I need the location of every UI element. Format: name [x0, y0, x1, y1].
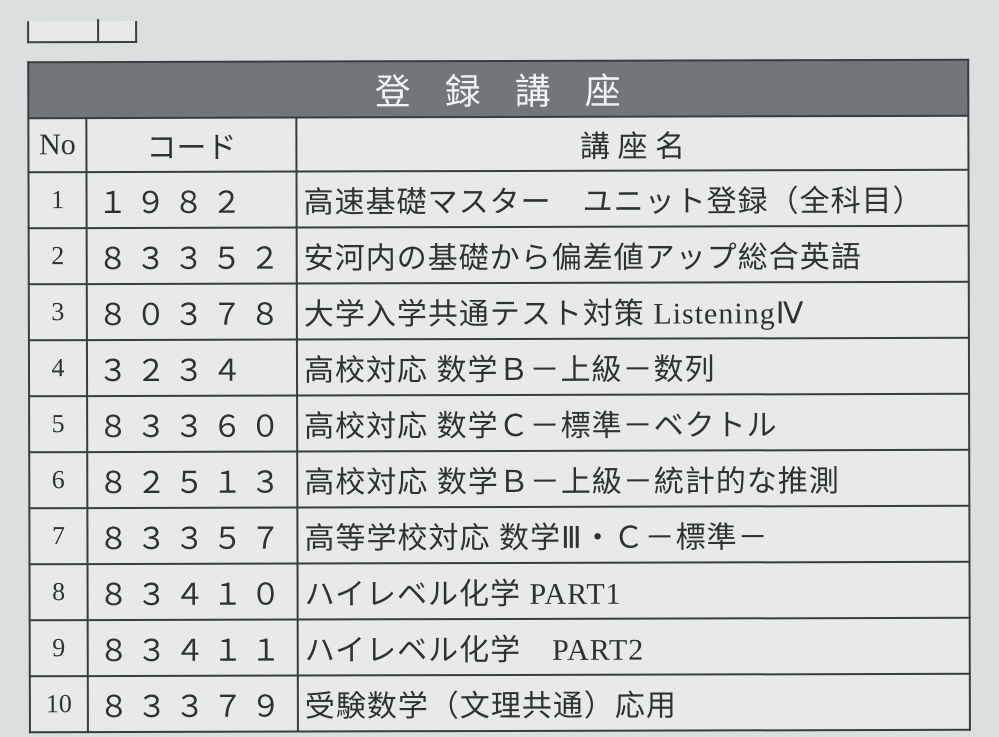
cell-code: １９８２	[86, 172, 296, 229]
cell-no: 4	[29, 340, 87, 396]
cell-code: ８３３７９	[88, 676, 298, 733]
col-header-name: 講 座 名	[296, 116, 968, 172]
cell-code: ８３３５２	[87, 228, 297, 285]
cell-code: ８３３６０	[87, 396, 297, 453]
table-row: 3 ８０３７８ 大学入学共通テスト対策 ListeningⅣ	[29, 282, 969, 340]
cell-name: 高校対応 数学Ｂ－上級－統計的な推測	[297, 450, 969, 508]
cell-name: 高校対応 数学Ｃ－標準－ベクトル	[297, 394, 969, 452]
registered-courses-table: 登録講座 No コード 講 座 名 1 １９８２ 高速基礎マスター ユニット登録…	[27, 59, 971, 733]
cell-no: 1	[28, 172, 86, 228]
cell-no: 3	[29, 284, 87, 340]
cell-no: 6	[29, 452, 87, 508]
table-row: 2 ８３３５２ 安河内の基礎から偏差値アップ総合英語	[29, 226, 969, 284]
cell-no: 8	[30, 564, 88, 620]
cell-code: ８２５１３	[87, 452, 297, 509]
cell-code: ８０３７８	[87, 284, 297, 341]
table-row: 10 ８３３７９ 受験数学（文理共通）応用	[30, 674, 970, 732]
table-row: 8 ８３４１０ ハイレベル化学 PART1	[30, 562, 970, 620]
table-row: 4 ３２３４ 高校対応 数学Ｂ－上級－数列	[29, 338, 969, 396]
prior-table-fragment	[27, 21, 137, 43]
cell-name: 安河内の基礎から偏差値アップ総合英語	[297, 226, 969, 284]
cell-no: 9	[30, 620, 88, 676]
table-title: 登録講座	[28, 60, 968, 118]
table-row: 9 ８３４１１ ハイレベル化学 PART2	[30, 618, 970, 676]
cell-no: 5	[29, 396, 87, 452]
cell-name: 高校対応 数学Ｂ－上級－数列	[297, 338, 969, 396]
table-row: 6 ８２５１３ 高校対応 数学Ｂ－上級－統計的な推測	[29, 450, 969, 508]
cell-code: ８３４１０	[88, 564, 298, 621]
col-header-no: No	[28, 118, 86, 172]
cell-no: 10	[30, 676, 88, 732]
table-row: 1 １９８２ 高速基礎マスター ユニット登録（全科目）	[28, 170, 968, 228]
cell-no: 7	[29, 508, 87, 564]
cell-code: ８３３５７	[87, 508, 297, 565]
cell-name: ハイレベル化学 PART1	[298, 562, 970, 620]
cell-name: 大学入学共通テスト対策 ListeningⅣ	[297, 282, 969, 340]
cell-name: 受験数学（文理共通）応用	[298, 674, 970, 732]
cell-name: ハイレベル化学 PART2	[298, 618, 970, 676]
table-row: 7 ８３３５７ 高等学校対応 数学Ⅲ・Ｃ－標準－	[29, 506, 969, 564]
cell-no: 2	[29, 228, 87, 284]
cell-code: ３２３４	[87, 340, 297, 397]
cell-name: 高速基礎マスター ユニット登録（全科目）	[296, 170, 968, 228]
cell-code: ８３４１１	[88, 620, 298, 677]
cell-name: 高等学校対応 数学Ⅲ・Ｃ－標準－	[297, 506, 969, 564]
table-row: 5 ８３３６０ 高校対応 数学Ｃ－標準－ベクトル	[29, 394, 969, 452]
col-header-code: コード	[86, 118, 296, 173]
